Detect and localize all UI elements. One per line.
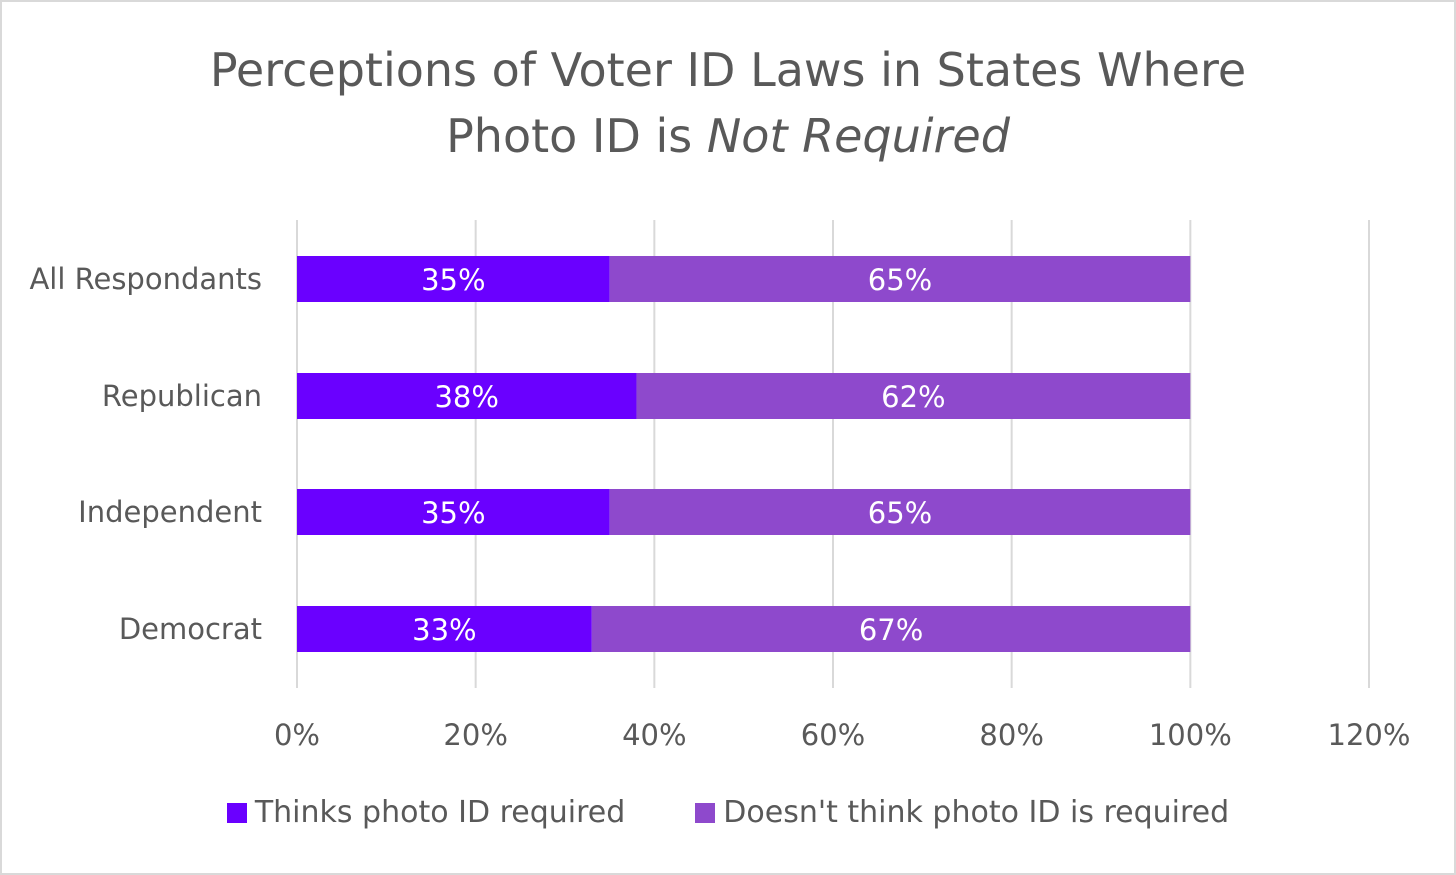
legend-item-thinks-required: Thinks photo ID required bbox=[226, 795, 626, 830]
legend-label-doesnt-think-required: Doesn't think photo ID is required bbox=[723, 795, 1230, 830]
legend-item-doesnt-think-required: Doesn't think photo ID is required bbox=[695, 795, 1229, 830]
x-tick-label: 40% bbox=[622, 718, 686, 752]
bar-segment bbox=[609, 256, 1191, 302]
legend-swatch-doesnt-think-required bbox=[695, 802, 716, 823]
bar-segment bbox=[609, 489, 1191, 535]
x-tick-label: 80% bbox=[979, 718, 1043, 752]
category-label: Republican bbox=[102, 379, 262, 413]
legend: Thinks photo ID required Doesn't think p… bbox=[0, 795, 1456, 830]
data-label: 65% bbox=[868, 263, 932, 297]
category-label: All Respondants bbox=[29, 262, 262, 296]
bar-segment bbox=[297, 606, 592, 652]
chart-title-line1: Perceptions of Voter ID Laws in States W… bbox=[209, 43, 1247, 97]
data-label: 62% bbox=[881, 380, 945, 414]
data-label: 38% bbox=[434, 380, 498, 414]
category-label: Independent bbox=[78, 495, 262, 529]
category-label: Democrat bbox=[119, 612, 262, 646]
legend-swatch-thinks-required bbox=[226, 802, 247, 823]
chart-title-line2-prefix: Photo ID is bbox=[446, 109, 707, 163]
data-label: 65% bbox=[868, 496, 932, 530]
bar-segment bbox=[591, 606, 1191, 652]
x-tick-label: 0% bbox=[274, 718, 320, 752]
bar-segment bbox=[297, 489, 610, 535]
bar-segment bbox=[636, 373, 1191, 419]
x-tick-label: 20% bbox=[443, 718, 507, 752]
legend-label-thinks-required: Thinks photo ID required bbox=[254, 795, 626, 830]
data-label: 33% bbox=[412, 613, 476, 647]
data-label: 35% bbox=[421, 263, 485, 297]
x-tick-label: 120% bbox=[1328, 718, 1411, 752]
data-label: 67% bbox=[859, 613, 923, 647]
x-tick-label: 60% bbox=[801, 718, 865, 752]
x-tick-label: 100% bbox=[1149, 718, 1232, 752]
bar-segment bbox=[297, 256, 610, 302]
bar-segment bbox=[297, 373, 637, 419]
chart-title-line2: Photo ID is Not Required bbox=[0, 104, 1456, 168]
data-label: 35% bbox=[421, 496, 485, 530]
chart-title-line2-emphasis: Not Required bbox=[706, 109, 1010, 163]
